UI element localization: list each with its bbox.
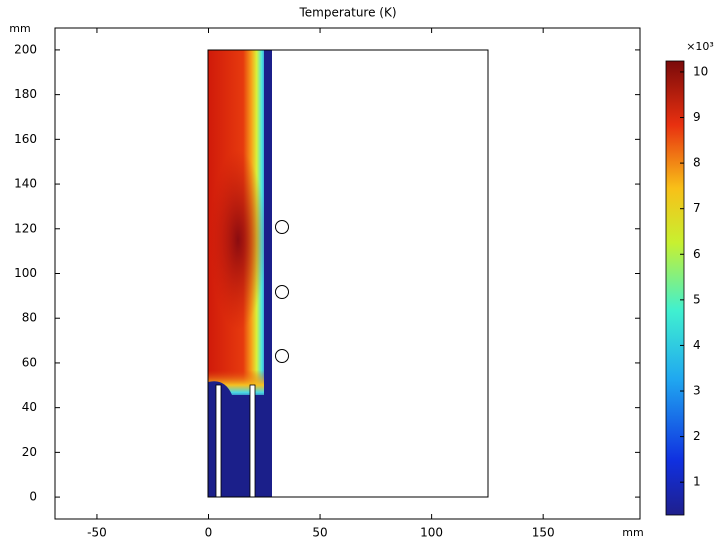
colorbar-tick-label: 2 <box>693 429 701 443</box>
y-tick-label: 80 <box>22 311 37 325</box>
x-axis-label: mm <box>622 526 643 539</box>
colorbar-tick-label: 3 <box>693 384 701 398</box>
x-tick-label: 150 <box>532 526 555 540</box>
x-tick-label: 100 <box>420 526 443 540</box>
colorbar-tick-label: 6 <box>693 247 701 261</box>
colorbar-tick-label: 8 <box>693 156 701 170</box>
colorbar-tick-label: 1 <box>693 475 701 489</box>
y-tick-label: 40 <box>22 400 37 414</box>
chart-title: Temperature (K) <box>298 6 396 20</box>
colorbar-multiplier: ×10³ <box>686 40 714 53</box>
y-tick-label: 20 <box>22 445 37 459</box>
y-tick-label: 0 <box>29 490 37 504</box>
y-tick-label: 140 <box>14 177 37 191</box>
x-tick-label: 50 <box>312 526 327 540</box>
colorbar-tick-label: 10 <box>693 64 708 78</box>
colorbar-tick-label: 4 <box>693 338 701 352</box>
colorbar <box>665 60 685 516</box>
colorbar-tick-label: 9 <box>693 110 701 124</box>
colorbar-tick-label: 7 <box>693 201 701 215</box>
y-tick-label: 160 <box>14 132 37 146</box>
y-tick-label: 180 <box>14 87 37 101</box>
plot-frame <box>54 27 641 520</box>
y-axis-label: mm <box>9 22 30 35</box>
y-tick-label: 100 <box>14 266 37 280</box>
field <box>207 49 489 498</box>
x-tick-label: -50 <box>87 526 107 540</box>
colorbar-tick-label: 5 <box>693 292 701 306</box>
y-tick-label: 60 <box>22 355 37 369</box>
y-tick-label: 200 <box>14 42 37 56</box>
x-tick-label: 0 <box>205 526 213 540</box>
y-tick-label: 120 <box>14 221 37 235</box>
